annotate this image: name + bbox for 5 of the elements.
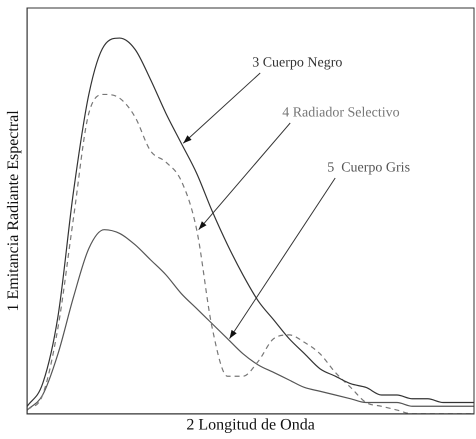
- y-axis-title: 1 Emitancia Radiante Espectral: [4, 110, 22, 312]
- text: 5 Cuerpo Gris: [327, 160, 410, 176]
- text: 3 Cuerpo Negro: [252, 56, 342, 71]
- x-axis-title: 2 Longitud de Onda: [186, 416, 315, 434]
- text: 4 Radiador Selectivo: [282, 106, 400, 121]
